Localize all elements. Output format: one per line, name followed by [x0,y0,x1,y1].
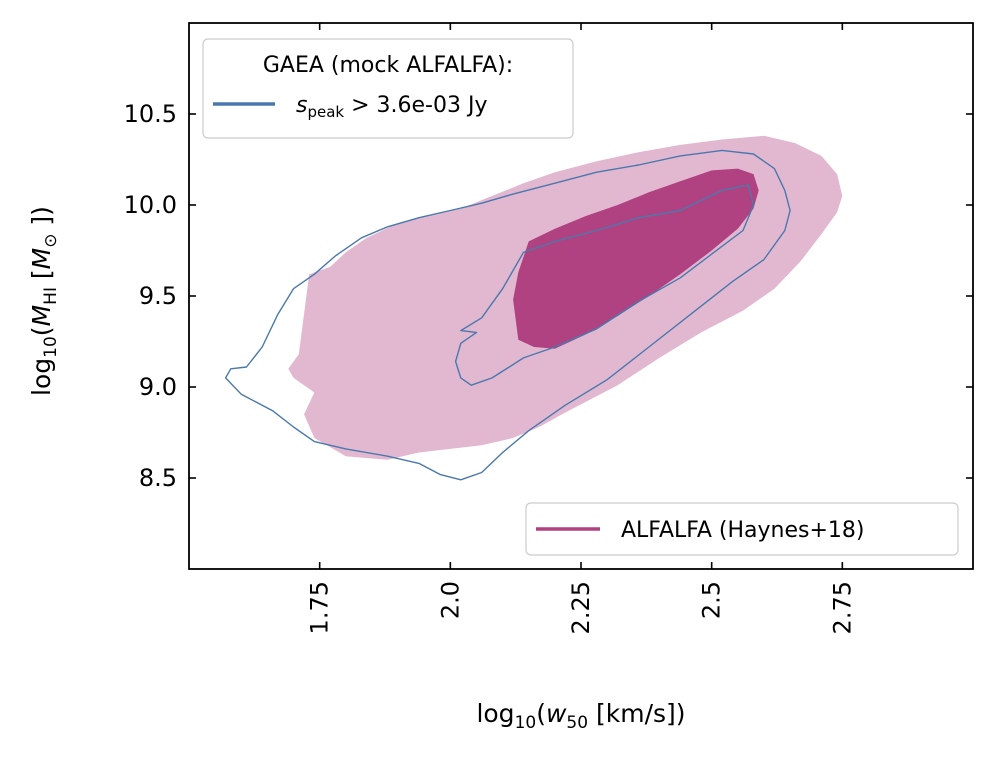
ticks-layer: 1.75 2.0 2.25 2.5 2.75 8.5 9.0 9.5 10.0 10.5 [124,23,973,634]
legend-gaea-label: speak > 3.6e-03 Jy [296,93,488,121]
gaea-contour-outer [224,149,791,481]
y-tick-label: 9.0 [139,373,177,401]
legend-alfalfa-label: ALFALFA (Haynes+18) [621,518,865,543]
legend-gaea: GAEA (mock ALFALFA): speak > 3.6e-03 Jy [202,38,574,139]
y-axis-label: log10(MHI [M⊙ ]) [27,206,61,396]
legend-alfalfa-box [525,502,959,556]
alfalfa-contour-inner [513,168,759,349]
x-axis-label: log10(w50 [km/s]) [476,699,685,733]
y-tick-label: 8.5 [139,464,177,492]
y-tick-label: 9.5 [139,282,177,310]
x-tick-label: 2.0 [436,581,464,619]
x-tick-label: 1.75 [306,581,334,634]
y-tick-label: 10.0 [124,191,177,219]
y-tick-label: 10.5 [124,100,177,128]
legend-gaea-box [202,38,574,139]
legend-alfalfa: ALFALFA (Haynes+18) [525,502,959,556]
legend-gaea-title: GAEA (mock ALFALFA): [263,53,513,78]
x-tick-label: 2.5 [698,581,726,619]
series-layer [224,135,843,481]
x-tick-label: 2.75 [828,581,856,634]
gaea-contour-inner [454,184,755,386]
x-tick-label: 2.25 [567,581,595,634]
